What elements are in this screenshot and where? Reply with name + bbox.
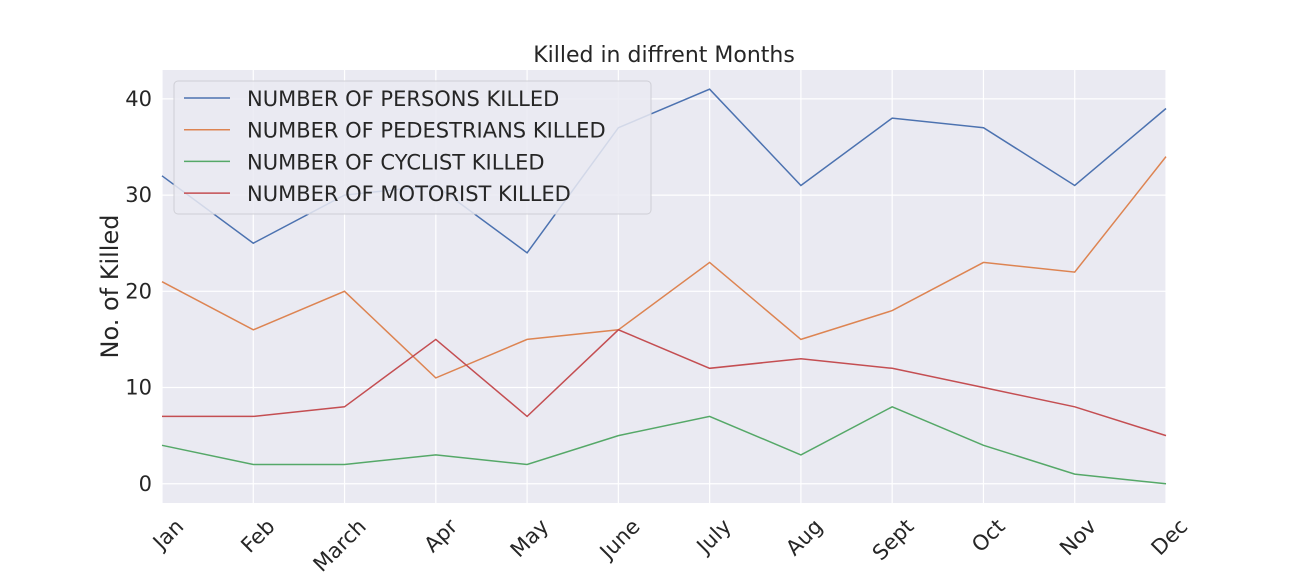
x-tick-label: Feb <box>236 514 279 557</box>
y-axis-ticks: 0 10 20 30 40 <box>125 87 152 496</box>
x-tick-label: March <box>309 514 371 576</box>
series-line-2 <box>161 156 1167 379</box>
x-tick-label: May <box>506 514 554 562</box>
legend: NUMBER OF PERSONS KILLED NUMBER OF PEDEST… <box>173 80 652 215</box>
legend-label: NUMBER OF CYCLIST KILLED <box>247 150 545 174</box>
y-axis-label: No. of Killed <box>96 215 124 359</box>
x-tick-label: Dec <box>1147 514 1193 560</box>
legend-label: NUMBER OF PERSONS KILLED <box>247 87 559 111</box>
x-tick-label: Aug <box>781 514 827 560</box>
y-tick-label: 0 <box>139 472 152 496</box>
x-axis-ticks: Jan Feb March Apr May June July Aug Sept Oct Nov De… <box>147 514 1192 576</box>
x-tick-label: June <box>594 514 645 565</box>
series-line-4 <box>162 328 1167 437</box>
legend-label: NUMBER OF MOTORIST KILLED <box>247 182 571 206</box>
y-tick-label: 30 <box>125 183 152 207</box>
x-tick-label: Oct <box>967 514 1010 557</box>
x-tick-label: Nov <box>1055 514 1101 560</box>
y-tick-label: 10 <box>125 376 152 400</box>
x-tick-label: July <box>691 514 736 559</box>
x-tick-label: Apr <box>419 514 462 557</box>
chart-title: Killed in diffrent Months <box>533 43 795 68</box>
legend-label: NUMBER OF PEDESTRIANS KILLED <box>247 119 606 143</box>
y-tick-label: 20 <box>125 279 152 303</box>
x-tick-label: Sept <box>868 514 919 565</box>
y-tick-label: 40 <box>125 87 152 111</box>
x-tick-label: Jan <box>147 514 188 555</box>
legend-box <box>173 80 652 215</box>
series-line-3 <box>161 405 1167 485</box>
